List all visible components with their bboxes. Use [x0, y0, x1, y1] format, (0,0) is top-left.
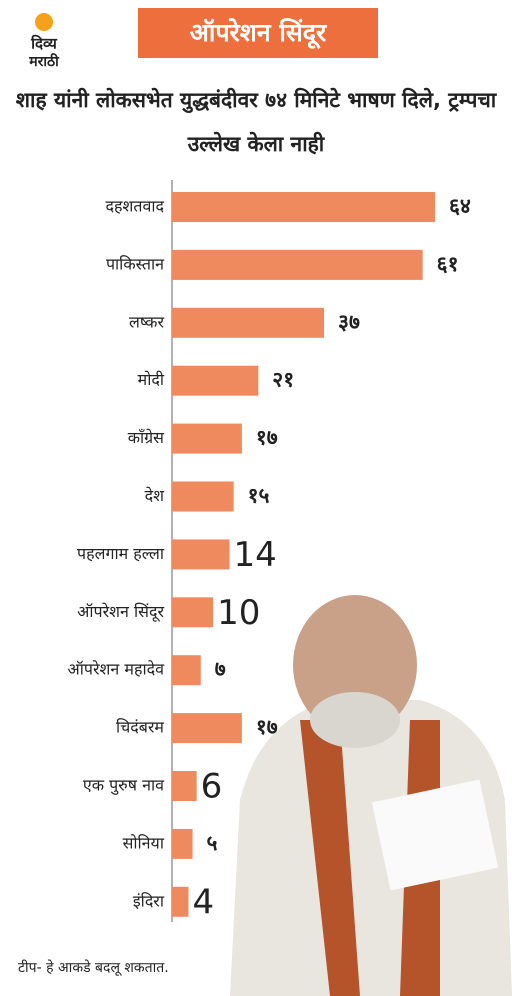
category-label: सोनिया [123, 833, 165, 852]
bar [172, 597, 214, 628]
value-label: ६४ [449, 194, 471, 218]
category-label: देश [145, 486, 165, 505]
bar [172, 249, 423, 280]
bar [172, 539, 230, 570]
logo-line1: दिव्य [30, 35, 58, 53]
value-label: 6 [201, 767, 223, 807]
subtitle: शाह यांनी लोकसभेत युद्धबंदीवर ७४ मिनिटे … [15, 88, 497, 156]
bar [172, 771, 197, 801]
category-label: पाकिस्तान [106, 254, 165, 273]
category-label: एक पुरुष नाव [83, 776, 165, 796]
bar [172, 192, 435, 222]
value-label: ३७ [338, 310, 360, 334]
category-label: इंदिरा [133, 891, 165, 910]
bar [172, 828, 193, 859]
logo-line2: मराठी [28, 53, 60, 70]
title-banner [138, 8, 378, 58]
bar [172, 481, 234, 512]
value-label: 4 [192, 882, 214, 922]
value-label: ५ [207, 831, 218, 855]
bar [172, 713, 242, 744]
photo [230, 595, 512, 996]
value-label: 14 [234, 535, 277, 575]
bar [172, 365, 259, 396]
category-label: मोदी [138, 370, 165, 389]
bar [172, 655, 201, 686]
value-label: १५ [248, 484, 270, 508]
category-label: लष्कर [129, 312, 164, 331]
value-label: 10 [217, 593, 260, 633]
value-label: १७ [256, 715, 278, 739]
category-label: काँग्रेस [128, 428, 165, 447]
value-label: १७ [256, 426, 278, 450]
category-label: चिदंबरम [116, 718, 164, 737]
subtitle-box: शाह यांनी लोकसभेत युद्धबंदीवर ७४ मिनिटे … [15, 88, 497, 156]
category-label: ऑपरेशन सिंदूर [77, 602, 164, 622]
value-label: २१ [272, 368, 294, 392]
value-label: ६१ [437, 252, 459, 276]
bar [172, 423, 242, 454]
logo-sun [35, 13, 53, 31]
bar [172, 886, 189, 917]
category-label: ऑपरेशन महादेव [68, 660, 166, 679]
category-label: दहशतवाद [105, 197, 164, 216]
bar [172, 307, 325, 338]
value-label: ७ [215, 657, 226, 681]
category-label: पहलगाम हल्ला [77, 544, 165, 563]
chart-title: ऑपरेशन सिंदूर [190, 18, 328, 49]
note: टीप- हे आकडे बदलू शकतात. [18, 959, 169, 976]
